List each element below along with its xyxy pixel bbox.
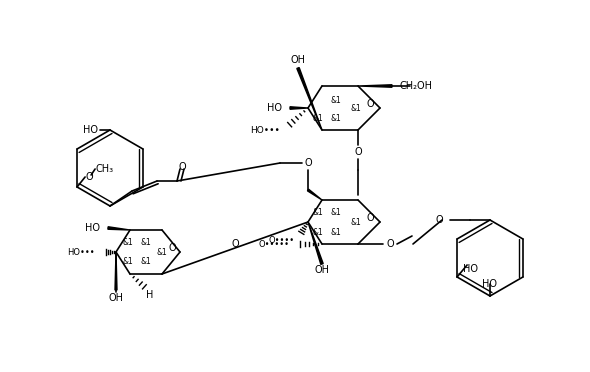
Text: O: O (366, 99, 374, 109)
Text: HO: HO (483, 279, 497, 289)
Text: &1: &1 (350, 103, 361, 112)
Text: &1: &1 (123, 257, 133, 266)
Text: &1: &1 (330, 96, 342, 105)
Text: O••••: O•••• (269, 235, 295, 244)
Text: &1: &1 (313, 228, 323, 237)
Text: HO: HO (267, 103, 282, 113)
Text: OH: OH (314, 265, 329, 275)
Text: &1: &1 (350, 218, 361, 227)
Polygon shape (307, 189, 322, 200)
Text: OH: OH (290, 55, 306, 65)
Polygon shape (108, 227, 130, 230)
Text: &1: &1 (140, 257, 152, 266)
Text: O: O (354, 147, 362, 157)
Text: HO•••: HO••• (67, 247, 95, 257)
Polygon shape (308, 222, 323, 264)
Text: O: O (168, 243, 176, 253)
Text: &1: &1 (313, 113, 323, 122)
Text: HO: HO (85, 223, 100, 233)
Text: &1: &1 (330, 228, 342, 237)
Polygon shape (297, 68, 322, 130)
Text: O: O (85, 172, 93, 182)
Text: O: O (366, 213, 374, 223)
Polygon shape (358, 85, 392, 87)
Text: O•••••: O••••• (259, 240, 290, 248)
Text: &1: &1 (156, 247, 168, 257)
Text: &1: &1 (330, 113, 342, 122)
Text: CH₃: CH₃ (95, 164, 113, 174)
Text: CH₂OH: CH₂OH (400, 81, 433, 91)
Text: O: O (386, 239, 394, 249)
Text: OH: OH (109, 293, 123, 303)
Text: O: O (231, 239, 239, 249)
Polygon shape (115, 252, 117, 290)
Text: O: O (304, 158, 312, 168)
Text: H: H (146, 290, 153, 300)
Text: O: O (435, 215, 443, 225)
Text: HO: HO (83, 125, 98, 135)
Text: HO•••: HO••• (250, 125, 280, 135)
Text: &1: &1 (330, 208, 342, 217)
Text: O: O (178, 162, 186, 172)
Text: &1: &1 (140, 237, 152, 247)
Text: &1: &1 (313, 208, 323, 217)
Text: HO: HO (463, 264, 478, 274)
Polygon shape (290, 107, 308, 109)
Text: &1: &1 (123, 237, 133, 247)
